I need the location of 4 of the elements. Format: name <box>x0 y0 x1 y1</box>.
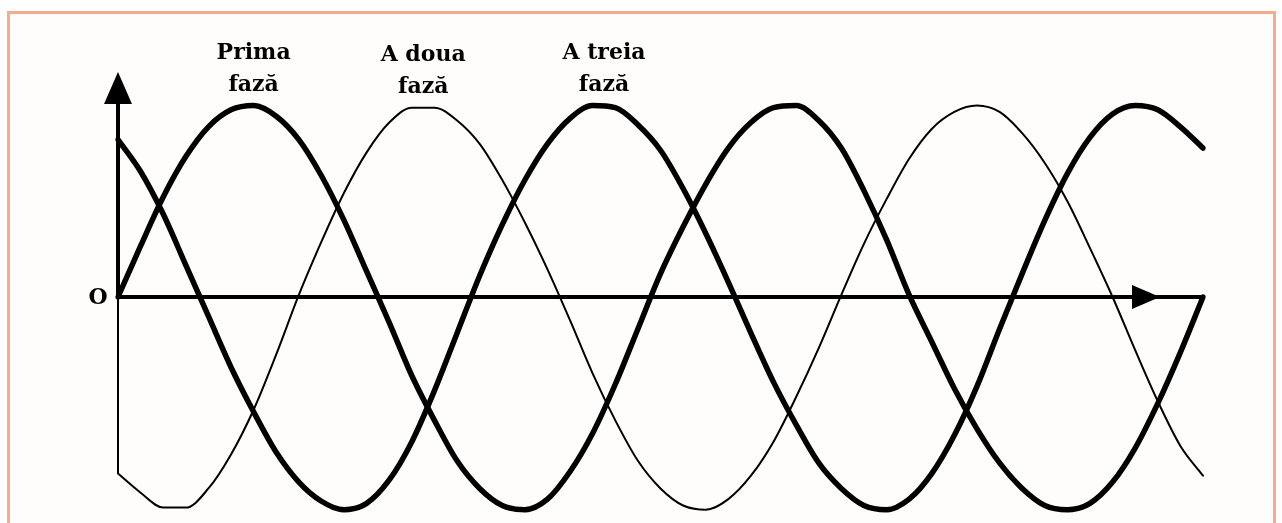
series-label: A treia fază <box>561 37 646 96</box>
text: O <box>88 282 108 309</box>
series-label: A doua fază <box>379 39 466 98</box>
series-label: Prima fază <box>216 37 291 96</box>
